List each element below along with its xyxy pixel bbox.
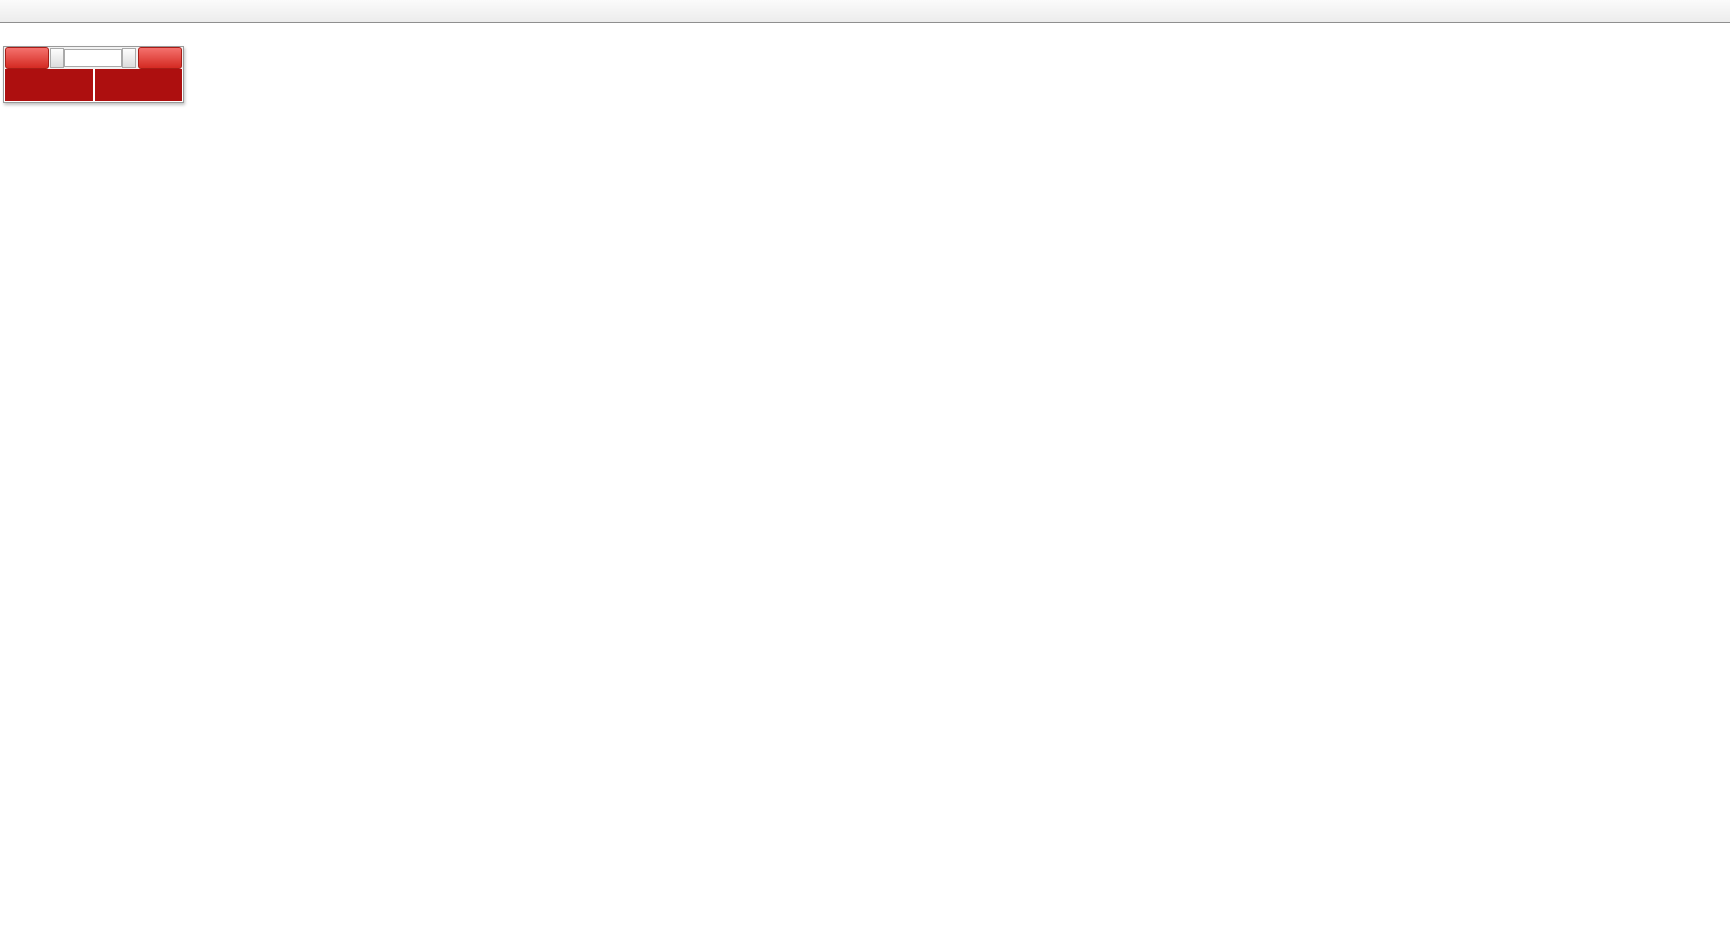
- volume-input[interactable]: [64, 49, 122, 67]
- volume-increase-button[interactable]: [122, 48, 136, 68]
- buy-button[interactable]: [138, 47, 182, 69]
- chart-title-ohlc: [8, 28, 18, 42]
- volume-decrease-button[interactable]: [50, 48, 64, 68]
- buy-price-display[interactable]: [94, 69, 182, 101]
- toolbar: [0, 0, 1730, 23]
- sell-button[interactable]: [5, 47, 49, 69]
- one-click-trading-panel: [3, 46, 184, 103]
- sell-price-display[interactable]: [5, 69, 93, 101]
